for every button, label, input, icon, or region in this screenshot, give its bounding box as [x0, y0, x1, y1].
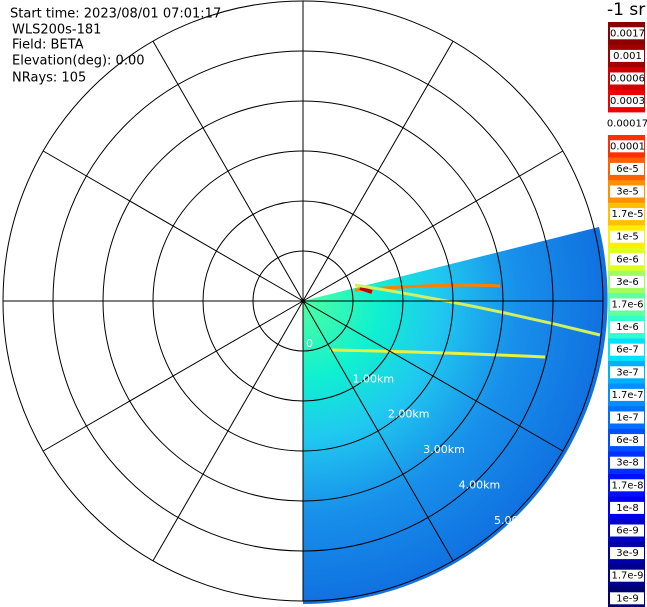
colorbar-label: 1e-8	[616, 503, 639, 514]
colorbar-label-box	[610, 479, 644, 492]
colorbar-label: 3e-9	[616, 548, 639, 559]
colorbar-label: 6e-8	[616, 435, 639, 446]
colorbar-label-box	[610, 117, 644, 130]
colorbar-label-box	[610, 501, 644, 514]
colorbar-label: 1.7e-9	[611, 571, 643, 582]
info-text: Field: BETA	[12, 38, 84, 53]
colorbar-label-box	[610, 298, 644, 311]
spoke	[302, 300, 454, 562]
spoke	[42, 300, 304, 452]
colorbar-label: 0.001	[613, 51, 642, 62]
range-label: 5.00km	[494, 514, 536, 527]
colorbar-label-box	[610, 321, 644, 334]
colorbar-label-box	[610, 208, 644, 221]
colorbar-label: 1e-6	[616, 322, 639, 333]
echo-streak	[359, 286, 373, 294]
echo-streak	[354, 283, 601, 337]
colorbar-label-box	[610, 185, 644, 198]
colorbar-label: 6e-5	[616, 164, 639, 175]
colorbar-label: 3e-8	[616, 458, 639, 469]
spoke	[42, 150, 304, 302]
colorbar-label-box	[610, 434, 644, 447]
info-text: WLS200s-181	[12, 23, 101, 38]
colorbar-label-box	[610, 95, 644, 108]
colorbar-label: 6e-6	[616, 254, 639, 265]
colorbar-label: 0.0001	[610, 141, 645, 152]
colorbar-label-box	[610, 592, 644, 605]
colorbar-label-box	[610, 27, 644, 40]
colorbar-label: 3e-6	[616, 277, 639, 288]
info-text: NRays: 105	[12, 71, 86, 86]
info-text: Elevation(deg): 0.00	[12, 54, 145, 69]
colorbar-label: 0.0003	[610, 96, 645, 107]
range-label: 0	[306, 337, 313, 350]
colorbar-label: 1e-7	[616, 413, 639, 424]
colorbar-label: 1e-9	[616, 593, 639, 604]
colorbar-label: 0.00017	[607, 119, 647, 130]
colorbar-label-box	[610, 388, 644, 401]
colorbar-label-box	[610, 411, 644, 424]
info-text: Start time: 2023/08/01 07:01:17	[10, 7, 221, 22]
colorbar-label-box	[610, 230, 644, 243]
azimuth-spokes	[3, 1, 603, 601]
colorbar-label: 1.7e-7	[611, 390, 643, 401]
colorbar-label: 3e-5	[616, 187, 639, 198]
colorbar-label-box	[610, 253, 644, 266]
colorbar-label-box	[610, 140, 644, 153]
colorbar-unit: -1 sr	[607, 0, 645, 20]
colorbar-label: 0.0017	[610, 28, 645, 39]
range-label: 3.00km	[423, 443, 465, 456]
spoke	[152, 40, 304, 302]
spoke	[152, 300, 304, 562]
range-label: 4.00km	[459, 478, 501, 491]
colorbar-label: 6e-9	[616, 526, 639, 537]
colorbar-label-box	[610, 366, 644, 379]
colorbar-label-box	[610, 343, 644, 356]
colorbar-label: 6e-7	[616, 345, 639, 356]
colorbar-label: 1.7e-6	[611, 300, 643, 311]
colorbar-label-box	[610, 524, 644, 537]
range-label: 2.00km	[388, 408, 430, 421]
colorbar-label-box	[610, 72, 644, 85]
colorbar-label: 1e-5	[616, 232, 639, 243]
spoke	[302, 40, 454, 302]
spoke	[302, 150, 564, 302]
colorbar-label-box	[610, 275, 644, 288]
range-label: 1.00km	[353, 372, 395, 385]
colorbar-label: 1.7e-8	[611, 480, 643, 491]
spoke	[302, 300, 564, 452]
colorbar-label-box	[610, 456, 644, 469]
colorbar-label: 1.7e-5	[611, 209, 643, 220]
colorbar-label: 3e-7	[616, 367, 639, 378]
echo-streak	[329, 348, 546, 359]
echo-sector	[303, 227, 608, 604]
colorbar-label-box	[610, 49, 644, 62]
colorbar-label: 0.0006	[610, 74, 645, 85]
colorbar-label-box	[610, 547, 644, 560]
colorbar-label-box	[610, 162, 644, 175]
colorbar-label-box	[610, 569, 644, 582]
